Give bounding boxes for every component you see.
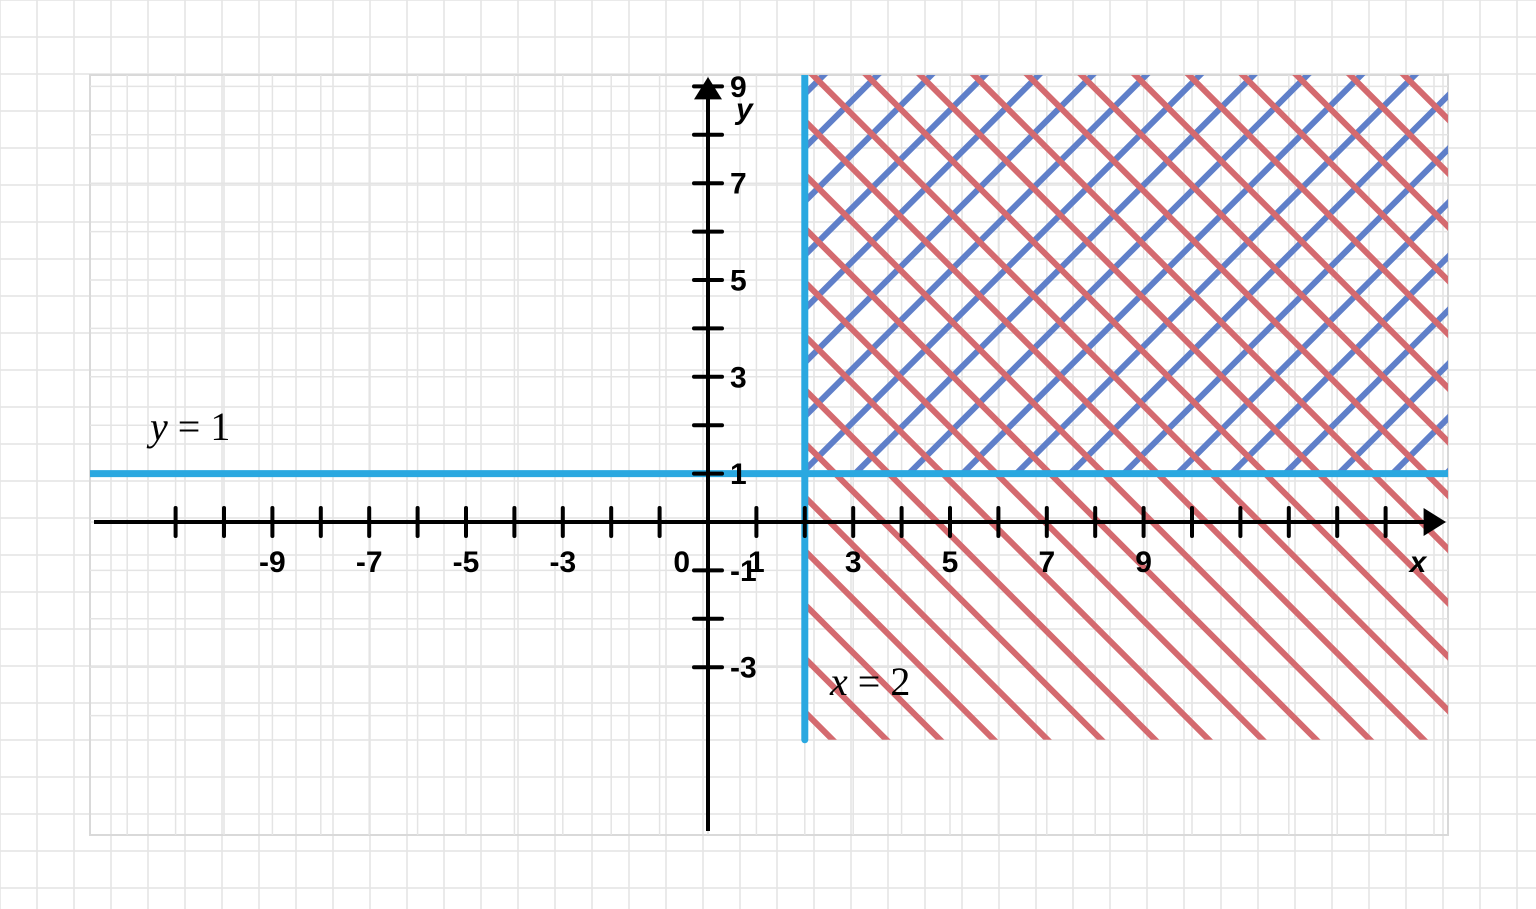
y-axis-label: y bbox=[734, 93, 754, 126]
hatch-layer bbox=[0, 0, 1536, 909]
origin-label: 0 bbox=[673, 546, 690, 579]
coordinate-plane-svg: -9-7-5-313579-3-1135790xyy = 1x = 2 bbox=[0, 0, 1536, 909]
y-tick-label: -1 bbox=[730, 555, 757, 588]
y-tick-label: 7 bbox=[730, 168, 747, 201]
x-tick-label: -7 bbox=[356, 546, 383, 579]
x-tick-label: 9 bbox=[1135, 546, 1152, 579]
inner-grid bbox=[79, 38, 1448, 835]
x-tick-label: 5 bbox=[942, 546, 959, 579]
y-tick-label: -3 bbox=[730, 652, 757, 685]
boundary-lines bbox=[88, 38, 1448, 740]
x-tick-label: 3 bbox=[845, 546, 862, 579]
y-tick-label: 1 bbox=[730, 458, 747, 491]
axes: -9-7-5-313579-3-1135790xy bbox=[94, 38, 1446, 831]
x-tick-label: 7 bbox=[1038, 546, 1055, 579]
label-lbl_x2: x = 2 bbox=[829, 659, 910, 704]
chart-stage: -9-7-5-313579-3-1135790xyy = 1x = 2 bbox=[0, 0, 1536, 909]
x-tick-label: -5 bbox=[453, 546, 480, 579]
y-tick-label: 3 bbox=[730, 361, 747, 394]
label-lbl_y1: y = 1 bbox=[146, 404, 230, 449]
x-axis-label: x bbox=[1408, 546, 1428, 579]
x-tick-label: -3 bbox=[549, 546, 576, 579]
y-tick-label: 5 bbox=[730, 265, 747, 298]
x-tick-label: -9 bbox=[259, 546, 286, 579]
